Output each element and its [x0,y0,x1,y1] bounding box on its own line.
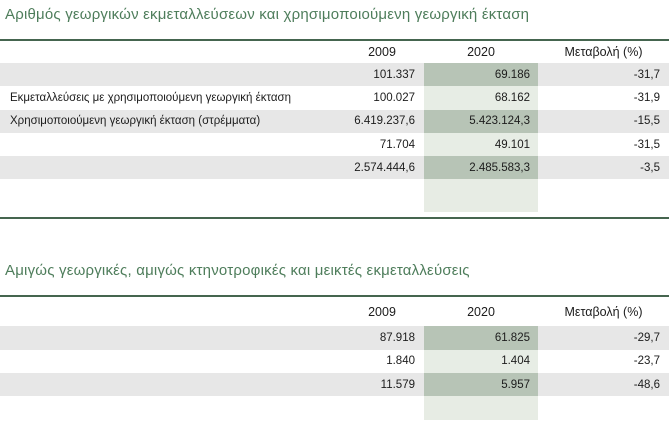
value-2020: 49.101 [424,132,538,157]
value-change: -31,5 [633,138,660,151]
value-2009: 87.918 [379,332,415,345]
table2-header-row: 2009 2020 Μεταβολή (%) [0,297,669,326]
value-2020: 2.485.583,3 [424,156,538,180]
empty-cell [538,396,669,420]
table2-header-change: Μεταβολή (%) [564,304,643,319]
row-label [0,373,340,396]
row-label: Εκμεταλλεύσεις με χρησιμοποιούμενη γεωργ… [10,91,292,104]
value-2009: 101.337 [373,68,415,81]
value-2020: 1.404 [424,349,538,374]
value-change: -29,7 [633,332,660,345]
value-change: -3,5 [640,161,660,174]
table2-header-2020: 2020 [467,304,495,319]
value-2009: 100.027 [373,91,415,104]
table-row: 87.918 61.825 -29,7 [0,326,669,350]
table1-top-rule [0,39,669,41]
table-row: Χρησιμοποιούμενη γεωργική έκταση (στρέμμ… [0,109,669,133]
table1-header-row: 2009 2020 Μεταβολή (%) [0,41,669,63]
value-2009: 1.840 [386,355,415,368]
value-2020: 69.186 [424,63,538,87]
table1-header-2020: 2020 [467,45,495,59]
table1-header-change: Μεταβολή (%) [564,45,643,59]
row-label [0,133,340,156]
value-change: -15,5 [633,115,660,128]
value-2020: 5.423.124,3 [424,109,538,133]
row-label [0,63,340,86]
table2-header-label-spacer [0,297,340,326]
table1-bottom-rule [0,217,669,220]
table2-header-2009: 2009 [368,304,396,319]
value-2020: 68.162 [424,86,538,110]
table1-title: Αριθμός γεωργικών εκμεταλλεύσεων και χρη… [5,6,530,23]
value-change: -31,9 [633,91,660,104]
empty-cell [0,396,340,420]
empty-row [0,396,669,420]
table-row: 101.337 69.186 -31,7 [0,63,669,87]
table1-header-label-spacer [0,41,340,63]
value-2020: 61.825 [424,326,538,350]
table-row: 11.579 5.957 -48,6 [0,373,669,397]
empty-cell [340,179,424,212]
value-change: -48,6 [633,378,660,391]
empty-cell [0,179,340,212]
row-label: Χρησιμοποιούμενη γεωργική έκταση (στρέμμ… [10,115,261,128]
empty-row [0,179,669,213]
table1-header-2009: 2009 [368,45,396,59]
empty-cell [340,396,424,420]
value-change: -31,7 [633,68,660,81]
row-label [0,326,340,349]
value-2020: 5.957 [424,373,538,397]
row-label [0,350,340,373]
empty-cell [538,179,669,212]
table-row: 71.704 49.101 -31,5 [0,132,669,157]
empty-2020-cell [424,179,538,213]
value-2009: 6.419.237,6 [354,115,415,128]
value-2009: 71.704 [379,138,415,151]
table-row: 2.574.444,6 2.485.583,3 -3,5 [0,156,669,180]
table2-top-rule [0,295,669,298]
table-row: 1.840 1.404 -23,7 [0,349,669,374]
empty-2020-cell [424,396,538,420]
value-change: -23,7 [633,355,660,368]
row-label [0,156,340,179]
table2-title: Αμιγώς γεωργικές, αμιγώς κτηνοτροφικές κ… [5,262,470,280]
value-2009: 2.574.444,6 [354,161,415,174]
table-row: Εκμεταλλεύσεις με χρησιμοποιούμενη γεωργ… [0,86,669,110]
value-2009: 11.579 [380,378,415,391]
